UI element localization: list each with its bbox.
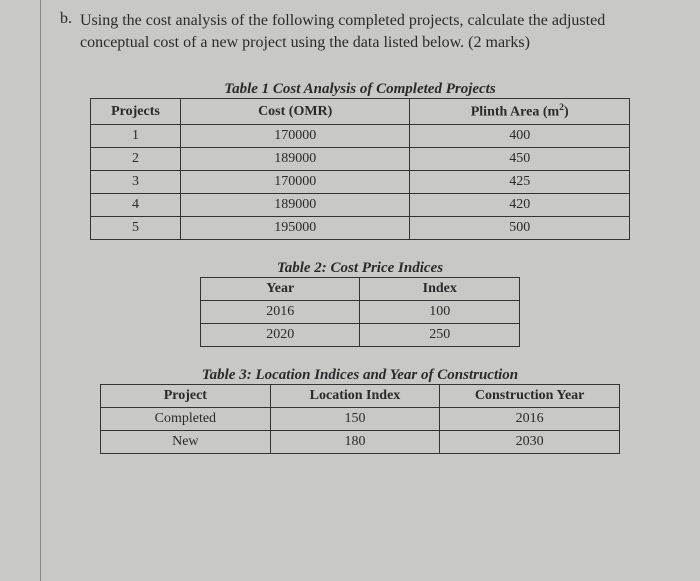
table-row: 2020250 <box>201 323 520 346</box>
question-text: Using the cost analysis of the following… <box>80 10 660 53</box>
table3-header-locindex: Location Index <box>270 384 440 407</box>
table1-caption: Table 1 Cost Analysis of Completed Proje… <box>60 81 660 98</box>
table-row: 5195000500 <box>91 216 630 239</box>
table3-header-row: Project Location Index Construction Year <box>101 384 620 407</box>
table-row: 4189000420 <box>91 193 630 216</box>
table-row: New1802030 <box>101 430 620 453</box>
table1-header-row: Projects Cost (OMR) Plinth Area (m2) <box>91 99 630 125</box>
question-letter: b. <box>60 10 72 28</box>
table1: Projects Cost (OMR) Plinth Area (m2) 117… <box>90 98 630 240</box>
table3-header-project: Project <box>101 384 271 407</box>
table-row: 2189000450 <box>91 147 630 170</box>
table-row: 1170000400 <box>91 124 630 147</box>
table-row: Completed1502016 <box>101 407 620 430</box>
table1-header-area: Plinth Area (m2) <box>410 99 630 125</box>
table2-caption: Table 2: Cost Price Indices <box>60 260 660 277</box>
table2-header-index: Index <box>360 277 520 300</box>
table3: Project Location Index Construction Year… <box>100 384 620 454</box>
question-block: b. Using the cost analysis of the follow… <box>60 10 660 53</box>
table-row: 3170000425 <box>91 170 630 193</box>
table1-header-cost: Cost (OMR) <box>180 99 410 125</box>
table2: Year Index 2016100 2020250 <box>200 277 520 347</box>
table2-header-year: Year <box>201 277 360 300</box>
table2-header-row: Year Index <box>201 277 520 300</box>
table3-caption: Table 3: Location Indices and Year of Co… <box>60 367 660 384</box>
table3-header-year: Construction Year <box>440 384 620 407</box>
table1-header-projects: Projects <box>91 99 181 125</box>
table-row: 2016100 <box>201 300 520 323</box>
